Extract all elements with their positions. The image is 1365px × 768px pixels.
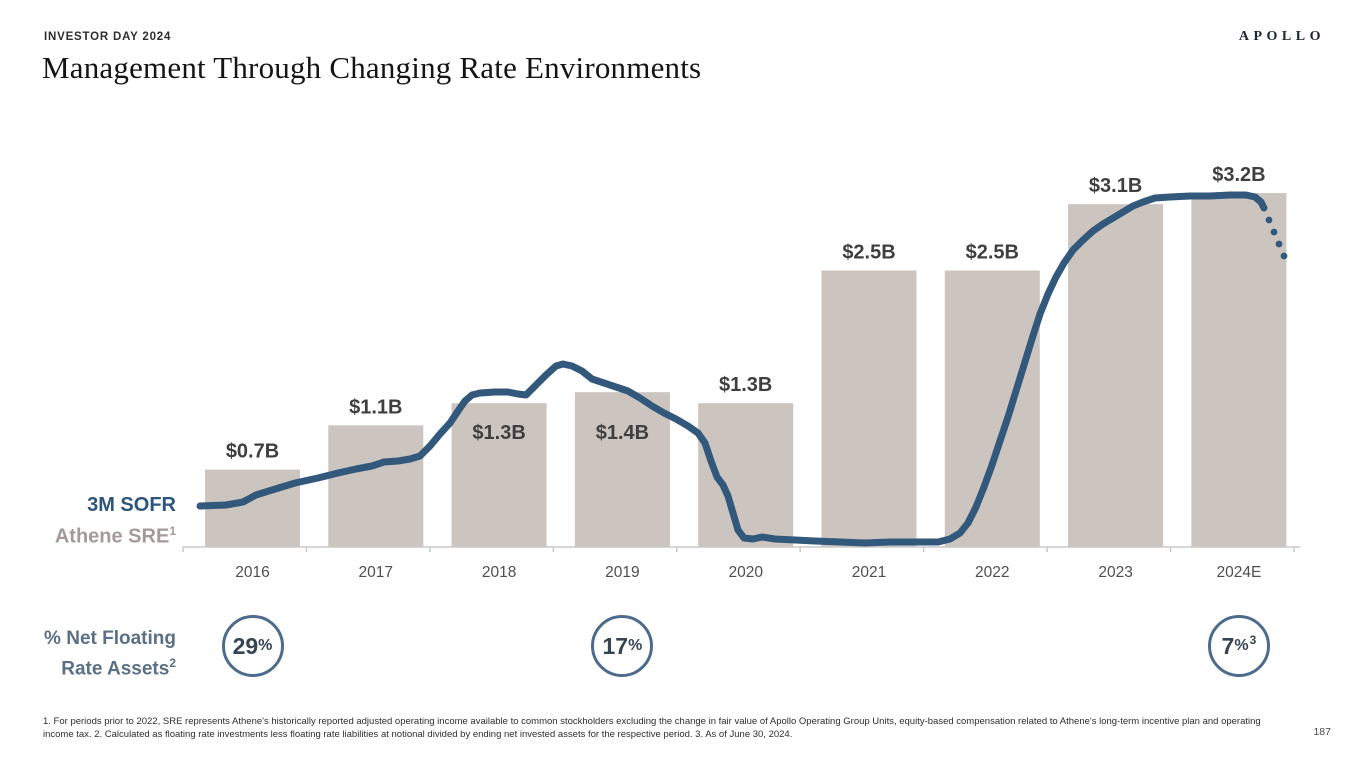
sofr-projection-dot [1280,252,1288,260]
sre-bar-2018 [451,403,547,547]
bar-value-label-2019: $1.4B [596,422,649,444]
footnote-ref-3: 3 [1249,633,1257,647]
sofr-projection-dot [1275,240,1283,248]
sofr-projection-dot [1265,216,1273,224]
bar-value-label-2024E: $3.2B [1212,164,1265,186]
floating-rate-badge: 29% [221,615,284,677]
bar-value-label-2016: $0.7B [226,441,279,463]
year-label-2021: 2021 [852,564,886,581]
year-label-2018: 2018 [482,564,516,581]
sre-bar-2023 [1068,204,1164,547]
year-label-2023: 2023 [1098,564,1132,581]
bar-value-label-2018: $1.3B [472,422,525,444]
net-floating-rate-assets-label: % Net Floating Rate Assets2 [44,628,176,680]
page-title: Management Through Changing Rate Environ… [42,50,702,85]
page-number: 187 [1313,726,1331,738]
chart-series-labels: 3M SOFR Athene SRE1 [20,492,176,550]
sre-bar-2022 [944,270,1040,547]
floating-rate-badge: 17% [591,615,654,677]
year-label-2024E: 2024E [1216,564,1261,581]
year-label-2016: 2016 [235,564,269,581]
sofr-projection-dot [1270,228,1278,236]
sre-bar-2024E [1191,193,1287,547]
footnote-ref-1: 1 [169,524,176,538]
bar-value-label-2020: $1.3B [719,374,772,396]
year-label-2022: 2022 [975,564,1009,581]
year-label-2017: 2017 [359,564,393,581]
eyebrow: INVESTOR DAY 2024 [44,31,172,43]
year-label-2020: 2020 [728,564,763,581]
sre-bar-2021 [821,270,917,547]
line-series-label: 3M SOFR [87,494,176,516]
sre-bar-2017 [328,425,424,547]
sofr-line [196,191,1268,547]
floating-rate-badge: 7% 3 [1207,615,1270,677]
bar-series-label: Athene SRE1 [54,524,176,548]
footnote: 1. For periods prior to 2022, SRE repres… [43,716,1261,741]
sre-bar-2019 [574,392,670,547]
sre-bar-2020 [698,403,794,547]
footnote-ref-2: 2 [169,656,176,670]
year-label-2019: 2019 [605,564,639,581]
bar-value-label-2023: $3.1B [1089,175,1142,197]
bar-value-label-2021: $2.5B [842,242,895,264]
apollo-logo: APOLLO [1238,29,1325,44]
bar-value-label-2017: $1.1B [349,396,402,418]
bar-value-label-2022: $2.5B [966,242,1019,264]
